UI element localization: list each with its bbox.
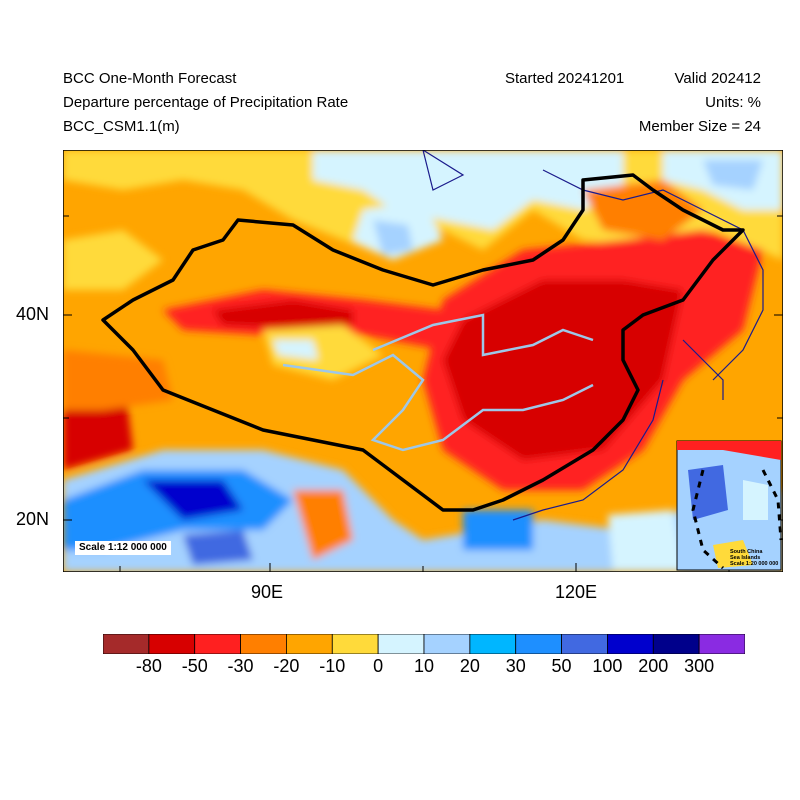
units-label: Units: %: [705, 94, 761, 111]
yangtze-river: [282, 353, 594, 452]
colorbar-swatch: [515, 634, 562, 654]
colorbar-tick-label: 10: [413, 656, 435, 676]
colorbar-swatch: [240, 634, 287, 654]
map-title: BCC One-Month Forecast: [63, 70, 237, 87]
lon-label-90e: 90E: [251, 582, 284, 602]
valid-date: Valid 202412: [674, 70, 761, 87]
south-china-sea-inset: [676, 440, 783, 571]
inset-scale: Scale 1:20 000 000: [730, 561, 779, 567]
lake-baikal: [422, 150, 465, 191]
start-date: Started 20241201: [505, 70, 625, 87]
map-subtitle: Departure percentage of Precipitation Ra…: [63, 94, 349, 111]
colorbar-tick-label: -20: [273, 656, 300, 676]
colorbar-tick-label: -10: [319, 656, 346, 676]
colorbar-swatch: [561, 634, 608, 654]
member-size: Member Size = 24: [638, 118, 761, 135]
colorbar-swatch: [698, 634, 745, 654]
colorbar-swatch: [423, 634, 471, 654]
colorbar-tick-label: 0: [373, 656, 384, 676]
colorbar-tick-label: -80: [135, 656, 162, 676]
yellow-river: [372, 313, 594, 357]
china-border: [101, 173, 745, 512]
coastline: [542, 169, 764, 381]
inset-title-line1: South China: [730, 549, 763, 555]
inset-title: South China Sea Islands Scale 1:20 000 0…: [730, 549, 778, 567]
colorbar-swatch: [652, 634, 700, 654]
colorbar-swatch: [286, 634, 333, 654]
colorbar-swatch: [607, 634, 654, 654]
colorbar-swatch: [148, 634, 196, 654]
model-name: BCC_CSM1.1(m): [63, 118, 180, 135]
colorbar-tick-label: -30: [227, 656, 254, 676]
lon-label-120e: 120E: [555, 582, 598, 602]
lat-label-20n: 20N: [16, 509, 50, 529]
colorbar: [103, 634, 745, 654]
colorbar-tick-label: -50: [181, 656, 208, 676]
lat-label-40n: 40N: [16, 304, 50, 324]
colorbar-swatch: [194, 634, 241, 654]
colorbar-swatch: [331, 634, 379, 654]
colorbar-swatch: [377, 634, 425, 654]
colorbar-swatch: [469, 634, 517, 654]
colorbar-tick-label: 100: [592, 656, 623, 676]
colorbar-tick-label: 30: [505, 656, 526, 676]
colorbar-tick-label: 20: [459, 656, 480, 676]
precipitation-anomaly-map: [63, 150, 783, 572]
inset-title-line2: Sea Islands: [730, 555, 761, 561]
scale-label: Scale 1:12 000 000: [75, 541, 171, 555]
colorbar-tick-label: 300: [684, 656, 715, 676]
colorbar-tick-label: 200: [638, 656, 669, 676]
colorbar-tick-label: 50: [551, 656, 572, 676]
colorbar-swatch: [103, 634, 150, 654]
anomaly-field: [63, 150, 783, 572]
